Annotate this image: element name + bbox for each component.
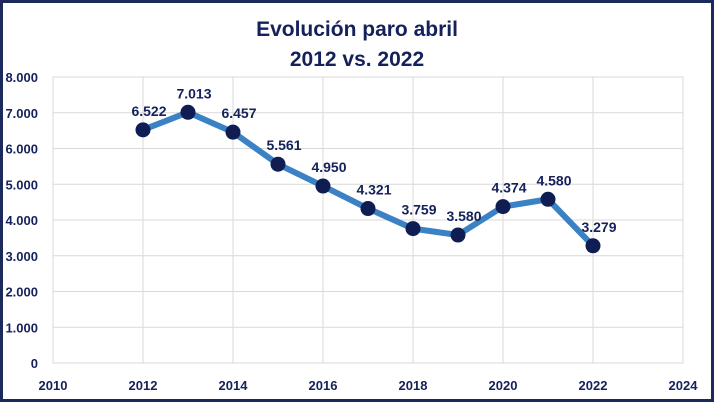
y-tick-label: 0 [31,356,38,371]
y-tick-label: 4.000 [5,213,38,228]
data-point [405,221,421,237]
chart-title: Evolución paro abril [256,18,458,41]
x-tick-label: 2012 [129,378,158,393]
data-point [450,227,466,243]
data-point [360,201,376,217]
x-tick-label: 2010 [39,378,68,393]
data-point [135,122,151,138]
y-tick-label: 7.000 [5,106,38,121]
data-point [180,104,196,120]
data-point [540,191,556,207]
data-label: 4.950 [311,159,346,175]
data-point [315,178,331,194]
x-tick-label: 2014 [219,378,249,393]
data-label: 4.580 [536,172,571,188]
data-point [270,156,286,172]
data-label: 3.580 [446,208,481,224]
data-label: 3.759 [401,202,436,218]
data-label: 3.279 [581,219,616,235]
y-tick-label: 8.000 [5,70,38,85]
x-tick-label: 2022 [579,378,608,393]
data-point [225,124,241,140]
y-tick-label: 1.000 [5,320,38,335]
data-label: 7.013 [176,85,211,101]
chart-subtitle: 2012 vs. 2022 [289,48,425,71]
data-label: 6.457 [221,105,256,121]
x-tick-label: 2016 [309,378,338,393]
x-tick-label: 2020 [489,378,518,393]
data-label: 4.374 [491,180,526,196]
data-point [585,238,601,254]
y-tick-label: 2.000 [5,285,38,300]
x-tick-label: 2018 [399,378,428,393]
data-label: 5.561 [266,137,301,153]
data-label: 6.522 [131,103,166,119]
y-tick-label: 3.000 [5,249,38,264]
data-label: 4.321 [356,182,391,198]
y-tick-label: 5.000 [5,177,38,192]
data-point [495,199,511,215]
x-tick-label: 2024 [669,378,699,393]
y-tick-label: 6.000 [5,142,38,157]
